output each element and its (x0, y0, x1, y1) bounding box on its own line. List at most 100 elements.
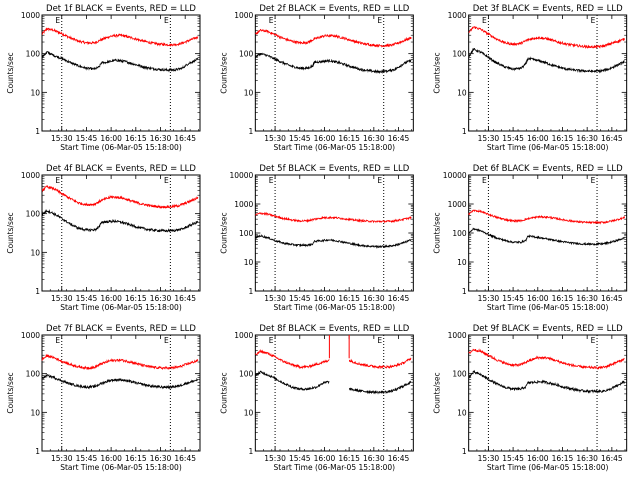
plot-frame (468, 334, 628, 452)
x-tick-label: 16:30 (363, 134, 385, 143)
y-tick-label: 10 (30, 408, 40, 417)
x-tick-label: 16:15 (552, 294, 574, 303)
y-tick-label: 1 (35, 127, 40, 136)
x-axis-label: Start Time (06-Mar-05 15:18:00) (487, 463, 609, 472)
y-tick-label: 100 (239, 370, 254, 379)
marker-label: E (377, 16, 382, 25)
x-tick-label: 16:45 (601, 294, 623, 303)
detector-chart-9: Det 9f BLACK = Events, RED = LLD 15:30 15:… (433, 324, 628, 472)
y-tick-label: 10 (244, 258, 254, 267)
marker-label: E (591, 176, 596, 185)
y-tick-label: 100 (26, 50, 41, 59)
detector-chart-3: Det 3f BLACK = Events, RED = LLD 15:30 15:… (433, 4, 628, 152)
marker-label: E (482, 176, 487, 185)
chart-title: Det 7f BLACK = Events, RED = LLD (46, 324, 196, 334)
marker-label: E (482, 336, 487, 345)
series-lld (468, 209, 625, 225)
y-tick-label: 1 (249, 447, 254, 456)
x-axis-label: Start Time (06-Mar-05 15:18:00) (274, 303, 396, 312)
y-tick-label: 1 (249, 127, 254, 136)
series-lld (254, 211, 412, 224)
x-tick-label: 16:45 (388, 134, 410, 143)
x-tick-label: 16:15 (125, 294, 147, 303)
y-tick-label: 1 (462, 447, 467, 456)
x-tick-label: 16:00 (100, 134, 122, 143)
y-axis-label: Counts/sec (6, 212, 15, 253)
y-axis-label: Counts/sec (219, 52, 228, 93)
plot-frame (41, 14, 201, 132)
x-tick-label: 16:15 (338, 134, 360, 143)
chart-title: Det 2f BLACK = Events, RED = LLD (259, 4, 409, 14)
x-tick-label: 15:45 (502, 134, 524, 143)
series-lld (255, 28, 412, 48)
chart-title: Det 4f BLACK = Events, RED = LLD (46, 164, 196, 174)
y-axis-label: Counts/sec (433, 372, 442, 413)
x-tick-label: 15:30 (51, 294, 73, 303)
y-tick-label: 100 (452, 229, 467, 238)
series-events (468, 369, 625, 394)
x-axis-label: Start Time (06-Mar-05 15:18:00) (487, 303, 609, 312)
x-tick-label: 15:45 (76, 134, 98, 143)
y-tick-label: 1000 (234, 331, 253, 340)
chart-title: Det 9f BLACK = Events, RED = LLD (473, 324, 623, 334)
x-axis-label: Start Time (06-Mar-05 15:18:00) (487, 143, 609, 152)
y-tick-label: 1 (35, 287, 40, 296)
y-axis-label: Counts/sec (433, 52, 442, 93)
marker-label: E (164, 336, 169, 345)
series-events (254, 370, 412, 395)
detector-chart-5: Det 5f BLACK = Events, RED = LLD 15:30 15:… (219, 164, 414, 312)
series-events (254, 52, 412, 74)
x-tick-label: 16:00 (527, 134, 549, 143)
y-tick-label: 10000 (229, 171, 253, 180)
y-tick-label: 10000 (443, 171, 467, 180)
x-tick-label: 16:45 (388, 294, 410, 303)
y-tick-label: 10 (30, 248, 40, 257)
x-tick-label: 16:15 (125, 454, 147, 463)
series-events (468, 47, 625, 74)
y-tick-label: 10 (244, 408, 254, 417)
x-tick-label: 15:45 (502, 454, 524, 463)
series-lld (254, 348, 412, 370)
series-events (41, 50, 199, 73)
y-tick-label: 1000 (234, 200, 253, 209)
x-tick-label: 16:30 (363, 294, 385, 303)
y-axis-label: Counts/sec (219, 212, 228, 253)
plot-frame (254, 334, 414, 452)
x-tick-label: 16:00 (314, 134, 336, 143)
x-tick-label: 16:45 (601, 134, 623, 143)
marker-label: E (377, 336, 382, 345)
chart-title: Det 5f BLACK = Events, RED = LLD (259, 164, 409, 174)
y-tick-label: 100 (239, 50, 254, 59)
marker-label: E (269, 16, 274, 25)
y-tick-label: 1 (462, 287, 467, 296)
y-tick-label: 1000 (21, 331, 40, 340)
x-axis-label: Start Time (06-Mar-05 15:18:00) (274, 463, 396, 472)
chart-title: Det 1f BLACK = Events, RED = LLD (46, 4, 196, 14)
x-tick-label: 15:30 (51, 454, 73, 463)
x-tick-label: 15:45 (502, 294, 524, 303)
y-tick-label: 100 (452, 370, 467, 379)
x-tick-label: 16:00 (314, 454, 336, 463)
x-tick-label: 16:15 (552, 134, 574, 143)
x-tick-label: 16:15 (552, 454, 574, 463)
x-tick-label: 15:45 (76, 454, 98, 463)
detector-chart-2: Det 2f BLACK = Events, RED = LLD 15:30 15:… (219, 4, 414, 152)
y-tick-label: 1 (35, 447, 40, 456)
y-tick-label: 10 (244, 88, 254, 97)
x-tick-label: 16:00 (527, 454, 549, 463)
detector-chart-1: Det 1f BLACK = Events, RED = LLD 15:30 15:… (6, 4, 201, 152)
marker-label: E (377, 176, 382, 185)
y-tick-label: 1000 (21, 171, 40, 180)
y-tick-label: 1000 (448, 200, 467, 209)
x-tick-label: 15:30 (264, 454, 286, 463)
series-lld (468, 26, 625, 50)
x-axis-label: Start Time (06-Mar-05 15:18:00) (274, 143, 396, 152)
y-tick-label: 10 (457, 408, 467, 417)
y-axis-label: Counts/sec (433, 212, 442, 253)
marker-label: E (55, 176, 60, 185)
y-tick-label: 1000 (448, 331, 467, 340)
x-tick-label: 15:45 (289, 294, 311, 303)
x-tick-label: 15:30 (264, 134, 286, 143)
plot-frame (41, 334, 201, 452)
series-events (468, 227, 625, 247)
